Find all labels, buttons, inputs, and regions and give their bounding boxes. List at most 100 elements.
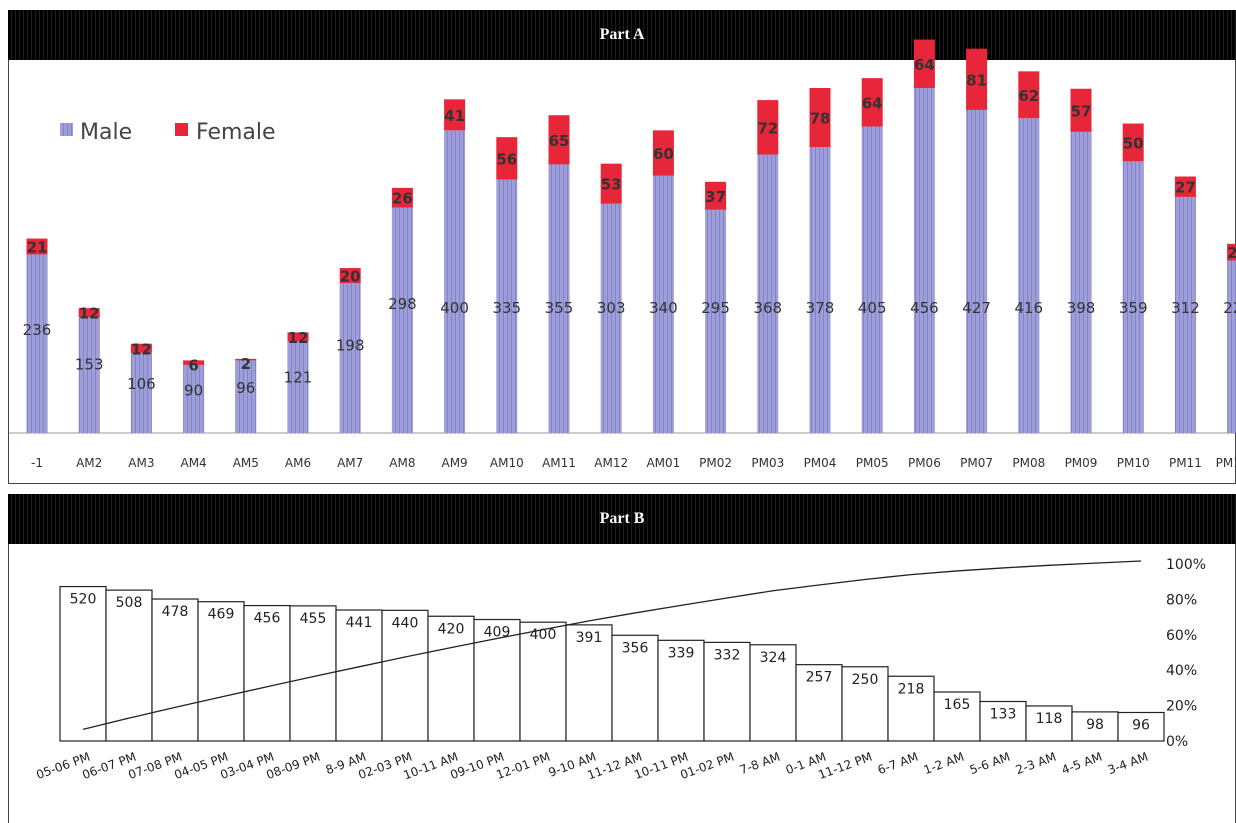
female-bar: [757, 100, 779, 155]
pareto-bar: [933, 691, 981, 742]
pareto-value-label: 455: [300, 611, 327, 627]
pareto-bar: [795, 664, 843, 742]
female-value-label: 27: [1175, 179, 1196, 197]
part-a-tick-label: PM04: [804, 456, 837, 470]
male-bar: [339, 283, 361, 433]
part-a-header: Part A: [8, 10, 1236, 60]
male-bar: [913, 87, 935, 433]
pareto-bar: [519, 621, 567, 742]
male-bar: [1227, 260, 1236, 433]
female-bar: [705, 181, 727, 210]
male-value-label: 416: [1014, 299, 1043, 317]
male-value-label: 405: [858, 299, 887, 317]
male-value-label: 121: [284, 369, 313, 387]
legend-male-swatch: [60, 123, 73, 136]
part-a-tick-label: PM05: [856, 456, 889, 470]
male-value-label: 378: [806, 299, 835, 317]
male-bar: [26, 254, 48, 433]
female-bar: [548, 115, 570, 165]
male-bar: [287, 341, 309, 433]
part-a-tick-label: AM5: [233, 456, 259, 470]
female-value-label: 57: [1071, 102, 1092, 120]
male-bar: [757, 154, 779, 433]
pareto-value-label: 409: [484, 625, 511, 641]
female-bar: [809, 87, 831, 148]
part-a-tick-label: PM08: [1012, 456, 1045, 470]
male-bar: [1122, 161, 1144, 433]
male-value-label: 198: [336, 337, 365, 355]
male-value-label: 153: [75, 355, 104, 373]
female-value-label: 12: [79, 305, 100, 323]
pareto-value-label: 118: [1036, 711, 1063, 727]
pareto-value-label: 441: [346, 615, 373, 631]
cumulative-percent-line: [82, 560, 1142, 731]
female-value-label: 60: [653, 145, 674, 163]
female-bar: [1122, 123, 1144, 162]
right-axis-tick-label: 60%: [1166, 628, 1197, 644]
pareto-bar: [979, 700, 1027, 742]
right-axis-tick-label: 20%: [1166, 699, 1197, 715]
pareto-value-label: 420: [438, 621, 465, 637]
part-a-title: Part A: [599, 26, 645, 43]
male-bar: [130, 352, 152, 433]
pareto-bar: [381, 609, 429, 742]
pareto-value-label: 133: [990, 706, 1017, 722]
pareto-bar: [1025, 705, 1073, 742]
female-value-label: 22: [1227, 244, 1236, 262]
male-value-label: 400: [440, 299, 469, 317]
pareto-bar: [335, 609, 383, 742]
male-bar: [652, 175, 674, 434]
part-a-tick-label: AM6: [285, 456, 311, 470]
male-value-label: 398: [1067, 299, 1096, 317]
female-bar: [130, 343, 152, 353]
male-bar: [496, 179, 518, 433]
pareto-value-label: 250: [852, 672, 879, 688]
female-value-label: 64: [862, 94, 883, 112]
female-bar: [1227, 243, 1236, 261]
pareto-value-label: 324: [760, 650, 787, 666]
female-value-label: 72: [757, 119, 778, 137]
male-bar: [548, 164, 570, 434]
female-value-label: 50: [1123, 134, 1144, 152]
pareto-value-label: 98: [1086, 717, 1104, 733]
female-bar: [26, 238, 48, 255]
legend-female-swatch: [175, 123, 188, 136]
pareto-value-label: 391: [576, 630, 603, 646]
part-a-tick-label: PM09: [1065, 456, 1098, 470]
female-value-label: 6: [188, 356, 198, 374]
right-axis-tick-label: 80%: [1166, 592, 1197, 608]
male-value-label: 312: [1171, 299, 1200, 317]
female-bar: [391, 187, 413, 208]
female-bar: [600, 163, 622, 204]
pareto-bar: [611, 634, 659, 742]
female-value-label: 2: [241, 355, 251, 373]
female-bar: [913, 39, 935, 88]
male-bar: [78, 317, 100, 433]
male-value-label: 368: [753, 299, 782, 317]
pareto-bar: [1117, 711, 1165, 742]
right-axis-tick-label: 40%: [1166, 663, 1197, 679]
pareto-value-label: 440: [392, 615, 419, 631]
part-a-tick-label: PM10: [1117, 456, 1150, 470]
female-value-label: 65: [549, 132, 570, 150]
female-bar: [287, 332, 309, 342]
female-value-label: 56: [496, 150, 517, 168]
female-value-label: 78: [810, 109, 831, 127]
female-value-label: 21: [27, 238, 48, 256]
pareto-bar: [657, 639, 705, 742]
female-bar: [339, 268, 361, 284]
female-bar: [235, 358, 257, 361]
male-value-label: 359: [1119, 299, 1148, 317]
male-bar: [600, 203, 622, 433]
pareto-value-label: 165: [944, 697, 971, 713]
pareto-value-label: 218: [898, 681, 925, 697]
part-a-tick-label: AM10: [490, 456, 524, 470]
part-a-tick-label: AM9: [441, 456, 467, 470]
male-value-label: 106: [127, 375, 156, 393]
female-bar: [966, 48, 988, 110]
male-bar: [235, 360, 257, 433]
part-a-tick-label: AM12: [594, 456, 628, 470]
female-bar: [1174, 176, 1196, 197]
part-a-tick-label: PM11: [1169, 456, 1202, 470]
male-value-label: 340: [649, 299, 678, 317]
